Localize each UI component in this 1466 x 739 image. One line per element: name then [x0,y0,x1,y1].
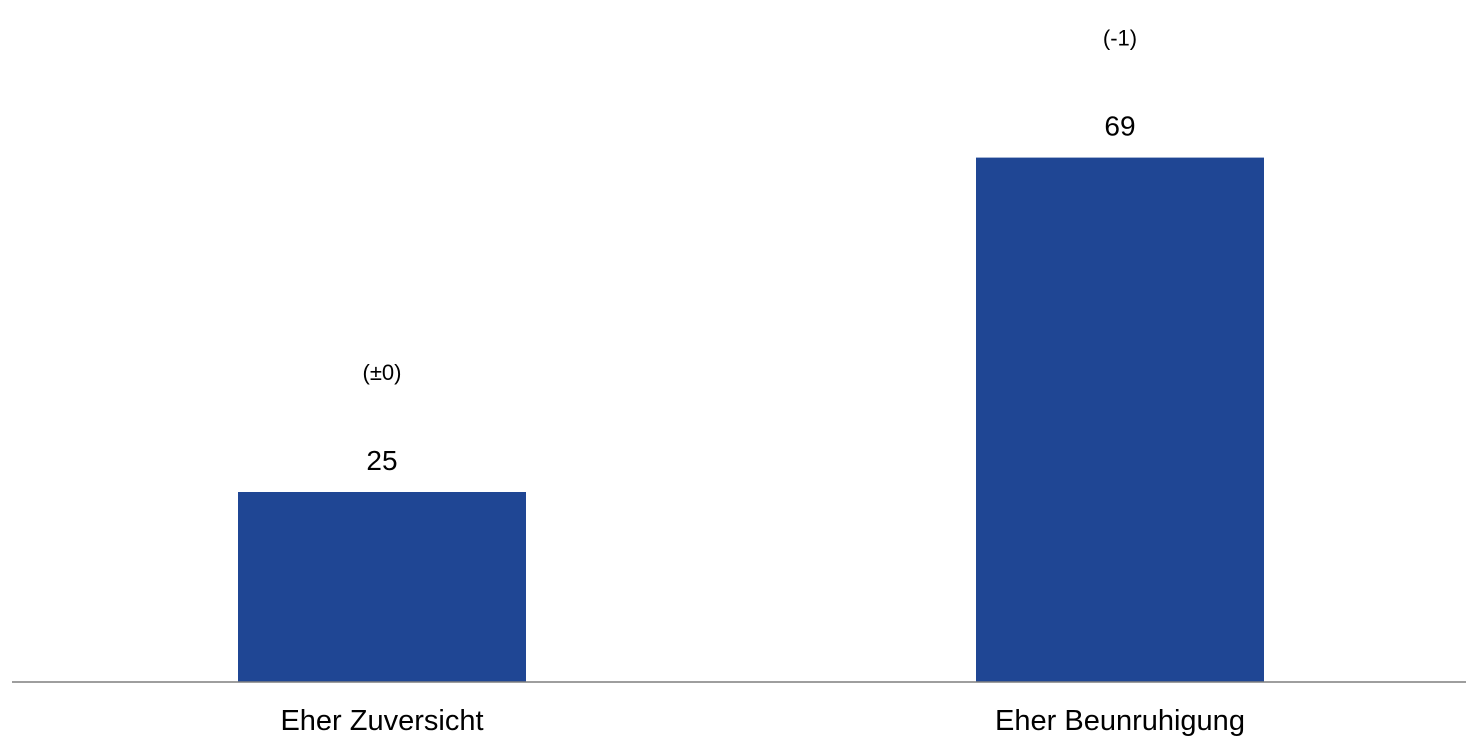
category-labels-group: Eher Zuversicht Eher Beunruhigung [280,705,1245,737]
bars-group [238,157,1264,683]
value-labels-group: 25 69 [366,111,1135,476]
change-label-0: (±0) [363,360,402,385]
category-label-1: Eher Beunruhigung [995,705,1245,737]
value-label-1: 69 [1104,111,1135,142]
category-label-0: Eher Zuversicht [280,705,483,737]
change-labels-group: (±0) (-1) [363,26,1138,385]
change-label-1: (-1) [1103,26,1137,51]
bar-1 [976,157,1264,683]
value-label-0: 25 [366,445,397,476]
bar-0 [238,492,526,682]
